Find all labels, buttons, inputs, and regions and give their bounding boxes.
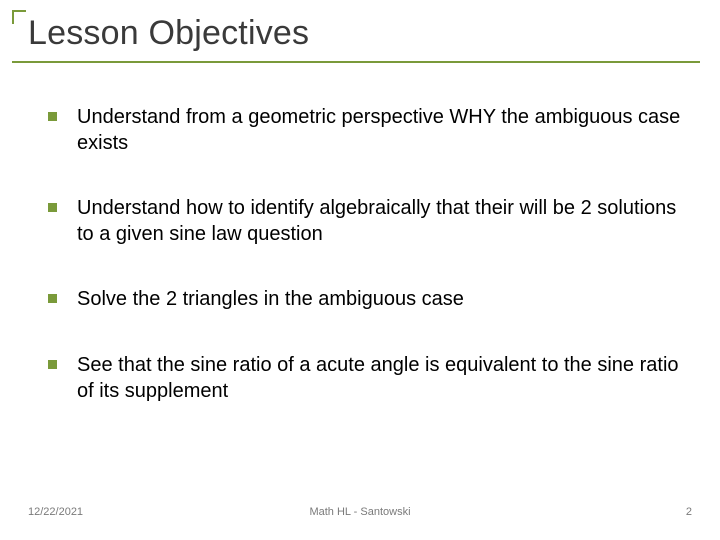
footer-page-number: 2 — [686, 506, 692, 518]
square-bullet-icon — [48, 112, 57, 121]
bullet-text: Understand how to identify algebraically… — [77, 196, 682, 247]
square-bullet-icon — [48, 294, 57, 303]
square-bullet-icon — [48, 203, 57, 212]
list-item: Solve the 2 triangles in the ambiguous c… — [48, 287, 682, 313]
square-bullet-icon — [48, 360, 57, 369]
bullet-text: Solve the 2 triangles in the ambiguous c… — [77, 287, 464, 313]
title-region: Lesson Objectives — [0, 0, 720, 61]
footer: 12/22/2021 Math HL - Santowski 2 — [0, 506, 720, 522]
list-item: Understand how to identify algebraically… — [48, 196, 682, 247]
list-item: Understand from a geometric perspective … — [48, 105, 682, 156]
list-item: See that the sine ratio of a acute angle… — [48, 353, 682, 404]
title-underline — [12, 61, 700, 63]
corner-accent-icon — [12, 10, 26, 24]
body-region: Understand from a geometric perspective … — [0, 61, 720, 404]
bullet-text: See that the sine ratio of a acute angle… — [77, 353, 682, 404]
footer-course: Math HL - Santowski — [0, 506, 720, 518]
slide-title: Lesson Objectives — [28, 14, 720, 53]
slide: Lesson Objectives Understand from a geom… — [0, 0, 720, 540]
bullet-text: Understand from a geometric perspective … — [77, 105, 682, 156]
